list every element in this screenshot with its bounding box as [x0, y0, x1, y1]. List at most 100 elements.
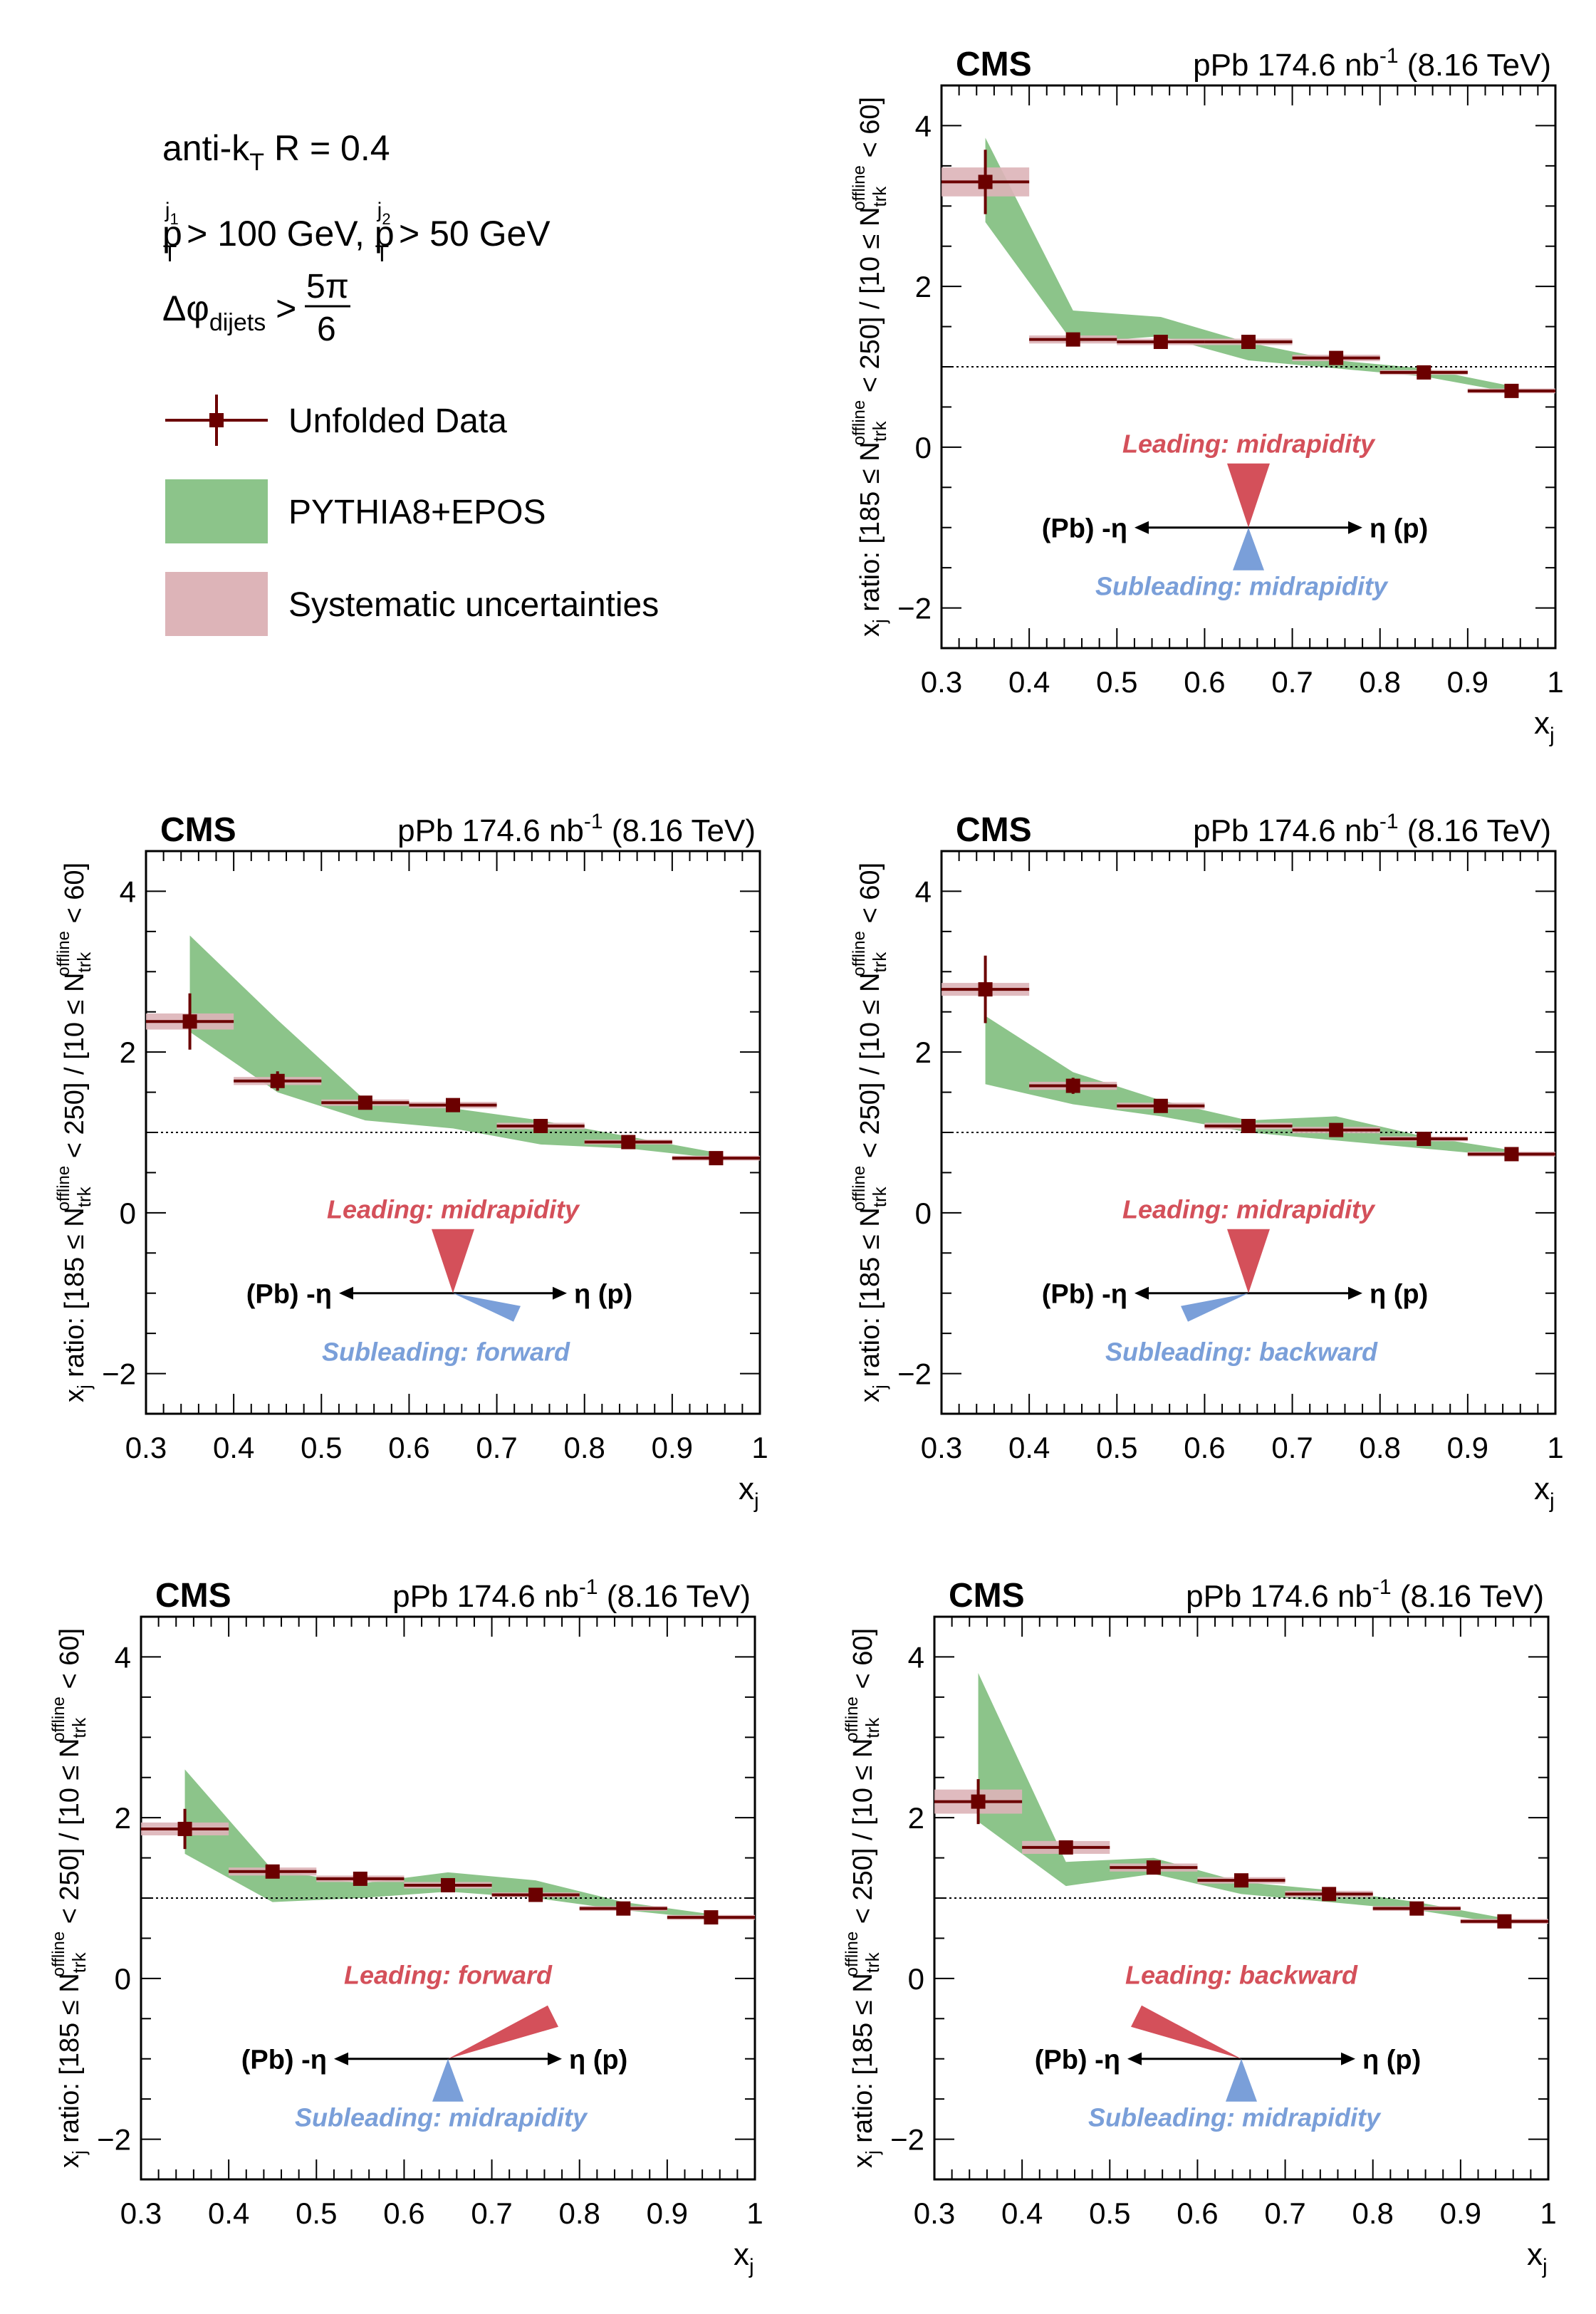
x-tick-label: 0.9 — [652, 1431, 693, 1464]
data-point — [1417, 365, 1431, 380]
x-tick-label: 0.7 — [1264, 2196, 1305, 2230]
x-axis-label: xj — [1534, 706, 1555, 747]
data-point — [978, 174, 993, 189]
eta-arrow-right — [1348, 1286, 1362, 1300]
lumi-label: pPb 174.6 nb-1 (8.16 TeV) — [392, 1575, 751, 1614]
rapidity-diagram: (Pb) -η η (p) Leading: midrapidity Subleadi… — [1042, 1195, 1429, 1367]
x-tick-label: 1 — [746, 2196, 763, 2230]
legend-syst-swatch — [165, 572, 268, 636]
data-point — [1065, 332, 1080, 347]
x-tick-label: 0.3 — [120, 2196, 162, 2230]
y-tick-label: −2 — [897, 1357, 932, 1391]
p-side-label: η (p) — [574, 1280, 632, 1310]
pb-side-label: (Pb) -η — [1042, 514, 1127, 544]
x-tick-label: 0.3 — [921, 1431, 962, 1464]
x-tick-label: 0.8 — [559, 2196, 600, 2230]
subleading-label: Subleading: midrapidity — [1088, 2103, 1382, 2132]
x-tick-label: 0.3 — [914, 2196, 955, 2230]
x-axis-label: xj — [734, 2237, 754, 2278]
p-side-label: η (p) — [1370, 514, 1428, 544]
data-point — [1322, 1887, 1337, 1902]
panel-bottom-right: 0.3 0.4 0.5 0.6 0.7 0.8 0.9 1 −2 0 2 4 CMS pPb 174.6 … — [843, 1575, 1557, 2278]
legend-entry-label: PYTHIA8+EPOS — [288, 494, 546, 531]
data-point — [353, 1871, 367, 1886]
subleading-jet-wedge — [1181, 1293, 1248, 1322]
p-side-label: η (p) — [1362, 2045, 1421, 2075]
leading-label: Leading: midrapidity — [327, 1195, 580, 1224]
x-tick-label: 0.7 — [471, 2196, 512, 2230]
cms-label: CMS — [956, 46, 1032, 83]
legend-data-marker — [209, 413, 224, 427]
data-point — [533, 1118, 548, 1133]
data-point — [709, 1151, 724, 1166]
panel-middle-right: 0.3 0.4 0.5 0.6 0.7 0.8 0.9 1 −2 0 2 4 CMS pPb 174.6 … — [850, 810, 1564, 1513]
y-tick-label: 4 — [115, 1640, 131, 1674]
data-point — [1417, 1132, 1431, 1147]
panels: 0.3 0.4 0.5 0.6 0.7 0.8 0.9 1 −2 0 2 4 CMS pPb 174.6 … — [49, 44, 1564, 2278]
data-point — [1241, 1118, 1256, 1133]
x-tick-label: 1 — [1540, 2196, 1556, 2230]
x-tick-label: 0.4 — [213, 1431, 254, 1464]
model-band — [184, 1769, 711, 1919]
x-tick-label: 0.9 — [1440, 2196, 1481, 2230]
y-tick-label: 2 — [120, 1036, 136, 1069]
legend-block: anti-kT R = 0.4 pj1 T > 100 GeV, pj2 T > 5… — [162, 128, 659, 636]
legend-dphi-numerator: 5π — [306, 268, 349, 306]
eta-arrow-left — [1135, 1286, 1149, 1300]
x-tick-label: 1 — [1547, 1431, 1563, 1464]
cms-label: CMS — [949, 1577, 1025, 1615]
legend-dphi-line: Δφdijets > — [162, 288, 296, 336]
pb-side-label: (Pb) -η — [1042, 1280, 1127, 1310]
leading-jet-wedge — [1227, 1229, 1270, 1293]
y-tick-label: 0 — [915, 1197, 932, 1230]
data-point — [971, 1794, 986, 1809]
y-tick-label: 2 — [915, 1036, 932, 1069]
y-axis-label: xj ratio: [185 ≤ Ntrkoffline < 250] / [1… — [54, 862, 95, 1402]
legend-entry-label: Unfolded Data — [288, 402, 507, 440]
x-axis-label: xj — [1534, 1471, 1555, 1513]
y-axis-label: xj ratio: [185 ≤ Ntrkoffline < 250] / [1… — [850, 862, 890, 1402]
subleading-label: Subleading: backward — [1105, 1338, 1378, 1367]
data-point — [177, 1821, 192, 1836]
x-tick-label: 0.6 — [1177, 2196, 1218, 2230]
eta-arrow-right — [548, 2052, 562, 2065]
x-tick-label: 1 — [751, 1431, 768, 1464]
x-tick-label: 0.9 — [1447, 1431, 1488, 1464]
y-tick-label: 2 — [915, 270, 932, 303]
data-point — [978, 982, 993, 997]
legend-entries: Unfolded Data PYTHIA8+EPOS Systematic unce… — [165, 395, 659, 636]
y-tick-label: 4 — [915, 109, 932, 142]
x-tick-label: 0.9 — [647, 2196, 688, 2230]
data-point — [1409, 1901, 1424, 1916]
data-point — [1241, 335, 1256, 350]
legend-pt-line: pj1 T > 100 GeV, pj2 T > 50 GeV — [162, 199, 551, 266]
y-tick-label: 2 — [908, 1801, 924, 1835]
y-tick-label: 0 — [915, 431, 932, 464]
eta-arrow-right — [553, 1286, 567, 1300]
leading-label: Leading: midrapidity — [1122, 1195, 1376, 1224]
x-tick-label: 0.5 — [1096, 1431, 1137, 1464]
x-tick-label: 0.7 — [476, 1431, 517, 1464]
x-tick-label: 0.6 — [1184, 665, 1225, 699]
leading-jet-wedge — [448, 2005, 558, 2059]
data-point — [1504, 383, 1519, 398]
y-tick-label: 4 — [120, 875, 136, 908]
y-tick-label: 4 — [915, 875, 932, 908]
leading-label: Leading: forward — [344, 1961, 553, 1990]
cms-label: CMS — [155, 1577, 231, 1615]
x-tick-label: 0.6 — [383, 2196, 424, 2230]
data-point — [182, 1014, 197, 1029]
data-point — [265, 1864, 280, 1879]
y-tick-label: 4 — [908, 1640, 924, 1674]
subleading-jet-wedge — [1233, 527, 1264, 570]
leading-jet-wedge — [1131, 2005, 1241, 2059]
data-point — [621, 1135, 636, 1150]
legend-model-swatch — [165, 479, 268, 543]
data-point — [1153, 1098, 1168, 1113]
cms-label: CMS — [956, 811, 1032, 849]
data-point — [1153, 335, 1168, 350]
data-point — [441, 1877, 455, 1892]
model-band — [189, 935, 716, 1159]
y-tick-label: −2 — [102, 1357, 136, 1391]
